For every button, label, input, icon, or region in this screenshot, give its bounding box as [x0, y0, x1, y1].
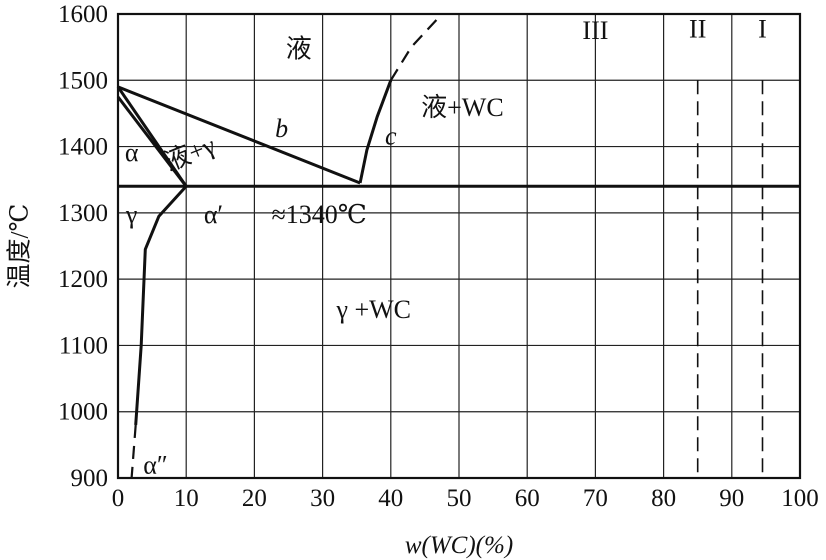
phase-region-label: γ +WC	[335, 295, 411, 324]
x-tick-label: 70	[583, 485, 608, 512]
x-tick-label: 50	[447, 485, 472, 512]
phase-region-label: α	[125, 138, 139, 167]
plot-frame	[116, 12, 802, 480]
grid-layer	[118, 14, 800, 478]
phase-region-label: 液+WC	[421, 93, 504, 122]
x-tick-label: 20	[242, 485, 267, 512]
y-tick-label: 1500	[58, 67, 108, 94]
x-tick-label: 80	[651, 485, 676, 512]
phase-boundary-line	[116, 95, 188, 188]
y-tick-label: 1300	[58, 200, 108, 227]
phase-boundary-line	[358, 79, 393, 184]
x-tick-label: 100	[781, 485, 819, 512]
phase-region-label: 液	[286, 34, 312, 63]
annotation-layer: 液液+WCb c液+γαγ α′ ≈1340℃γ +WCα″III II I	[125, 15, 767, 480]
phase-region-label: α′	[204, 200, 223, 229]
y-tick-label: 1400	[58, 134, 108, 161]
curve-layer	[116, 13, 800, 479]
phase-boundary-line	[134, 185, 188, 426]
phase-region-label: b	[275, 114, 288, 143]
y-tick-label: 1200	[58, 266, 108, 293]
y-tick-label: 1100	[59, 332, 108, 359]
phase-boundary-line	[130, 424, 137, 479]
x-tick-label: 90	[719, 485, 744, 512]
phase-region-label: 液+γ	[160, 130, 219, 176]
y-tick-label: 900	[71, 465, 109, 492]
x-tick-label: 60	[515, 485, 540, 512]
phase-region-label: α″	[143, 451, 167, 480]
x-tick-label: 40	[378, 485, 403, 512]
phase-region-label: II	[689, 15, 706, 44]
x-tick-label: 30	[310, 485, 335, 512]
y-axis-title: 温度/℃	[6, 204, 34, 289]
x-axis-title: w(WC)(%)	[405, 532, 513, 559]
phase-boundary-line	[117, 85, 361, 185]
phase-region-label: I	[758, 15, 767, 44]
phase-boundary-line	[389, 13, 443, 81]
x-tick-label: 0	[112, 485, 125, 512]
phase-region-label: γ	[125, 200, 138, 229]
phase-region-label: III	[582, 16, 608, 45]
y-tick-label: 1600	[58, 1, 108, 28]
phase-region-label: c	[385, 121, 397, 150]
tick-label-layer: 0 10 20 30 40 50 60 70 80 90 100 900 1000 1100 1200 130…	[58, 1, 819, 512]
phase-region-label: ≈1340℃	[272, 200, 367, 229]
y-tick-label: 1000	[58, 399, 108, 426]
x-tick-label: 10	[174, 485, 199, 512]
